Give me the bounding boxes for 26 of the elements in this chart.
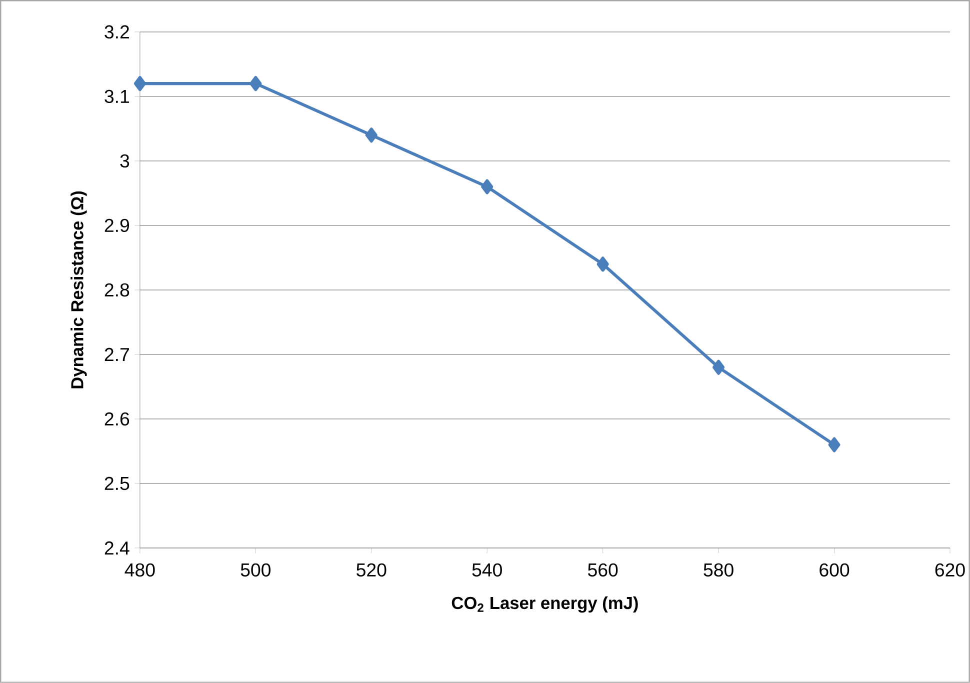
point xyxy=(365,128,378,143)
y-axis-title: Dynamic Resistance (Ω) xyxy=(70,191,87,388)
point xyxy=(481,179,494,194)
x-tick-label: 620 xyxy=(935,563,965,577)
x-axis-title: CO$_{2}$ Laser energy (mJ) xyxy=(452,596,638,613)
x-tick-label: 480 xyxy=(124,563,155,577)
x-tick-label: 540 xyxy=(472,563,502,577)
y-tick-label: 2.5 xyxy=(104,476,130,490)
x-tick-label: 560 xyxy=(588,563,618,577)
x-tick-label: 580 xyxy=(704,563,734,577)
y-tick-label: 3.1 xyxy=(104,90,129,104)
x-tick-label: 500 xyxy=(240,563,271,577)
y-tick-label: 2.4 xyxy=(104,541,130,555)
x-tick-label: 520 xyxy=(356,563,386,577)
y-tick-label: 2.8 xyxy=(104,283,130,297)
y-tick-label: 2.9 xyxy=(104,218,130,232)
point xyxy=(712,360,725,375)
point xyxy=(828,437,840,452)
x-tick-label: 600 xyxy=(820,563,850,577)
point xyxy=(250,76,262,92)
point xyxy=(596,256,609,272)
y-tick-label: 3 xyxy=(120,154,130,168)
y-tick-label: 3.2 xyxy=(104,25,129,39)
y-tick-label: 2.6 xyxy=(104,412,130,426)
y-tick-label: 2.7 xyxy=(104,348,129,362)
point xyxy=(134,76,146,92)
